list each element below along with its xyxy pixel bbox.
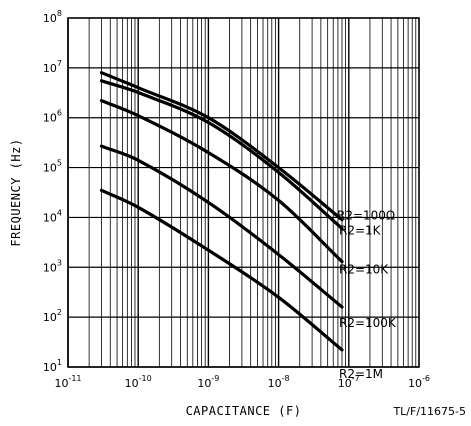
grid bbox=[67, 18, 419, 368]
y-tick-label: 101 bbox=[43, 358, 62, 374]
series-line bbox=[99, 144, 344, 309]
x-axis-ticks: 10-11 10-10 10-9 10-8 10-7 10-6 bbox=[54, 374, 430, 390]
series-line bbox=[99, 79, 344, 231]
x-axis-title: CAPACITANCE (F) bbox=[186, 404, 302, 418]
x-tick-label: 10-10 bbox=[125, 374, 152, 390]
series-line bbox=[99, 71, 344, 222]
x-tick-label: 10-6 bbox=[408, 374, 430, 390]
y-tick-label: 106 bbox=[43, 109, 62, 125]
y-tick-label: 102 bbox=[43, 308, 62, 324]
x-tick-label: 10-7 bbox=[338, 374, 360, 390]
figure-id: TL/F/11675-5 bbox=[392, 405, 466, 418]
y-tick-label: 105 bbox=[43, 159, 62, 175]
series-line bbox=[99, 99, 344, 264]
y-axis-ticks: 101 102 103 104 105 106 107 108 bbox=[43, 9, 62, 374]
y-tick-label: 107 bbox=[43, 59, 62, 75]
series-label: R2=1M bbox=[339, 367, 383, 381]
series-label: R2=100Ω bbox=[337, 209, 395, 223]
x-tick-label: 10-9 bbox=[197, 374, 219, 390]
y-axis-title: FREQUENCY (Hz) bbox=[9, 138, 23, 246]
y-tick-label: 104 bbox=[43, 208, 62, 224]
plot-frame bbox=[67, 17, 420, 368]
series-line bbox=[99, 188, 344, 352]
y-tick-label: 103 bbox=[43, 258, 62, 274]
series-label: R2=100K bbox=[339, 316, 397, 330]
series-label: R2=10K bbox=[339, 263, 389, 277]
series-group bbox=[99, 71, 344, 352]
series-label: R2=1K bbox=[339, 223, 382, 237]
y-tick-label: 108 bbox=[43, 9, 62, 25]
x-tick-label: 10-11 bbox=[54, 374, 81, 390]
x-tick-label: 10-8 bbox=[268, 374, 290, 390]
